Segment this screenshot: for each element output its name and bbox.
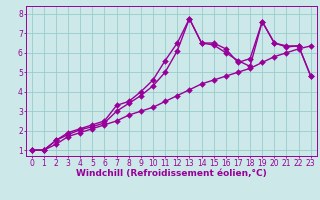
- X-axis label: Windchill (Refroidissement éolien,°C): Windchill (Refroidissement éolien,°C): [76, 169, 267, 178]
